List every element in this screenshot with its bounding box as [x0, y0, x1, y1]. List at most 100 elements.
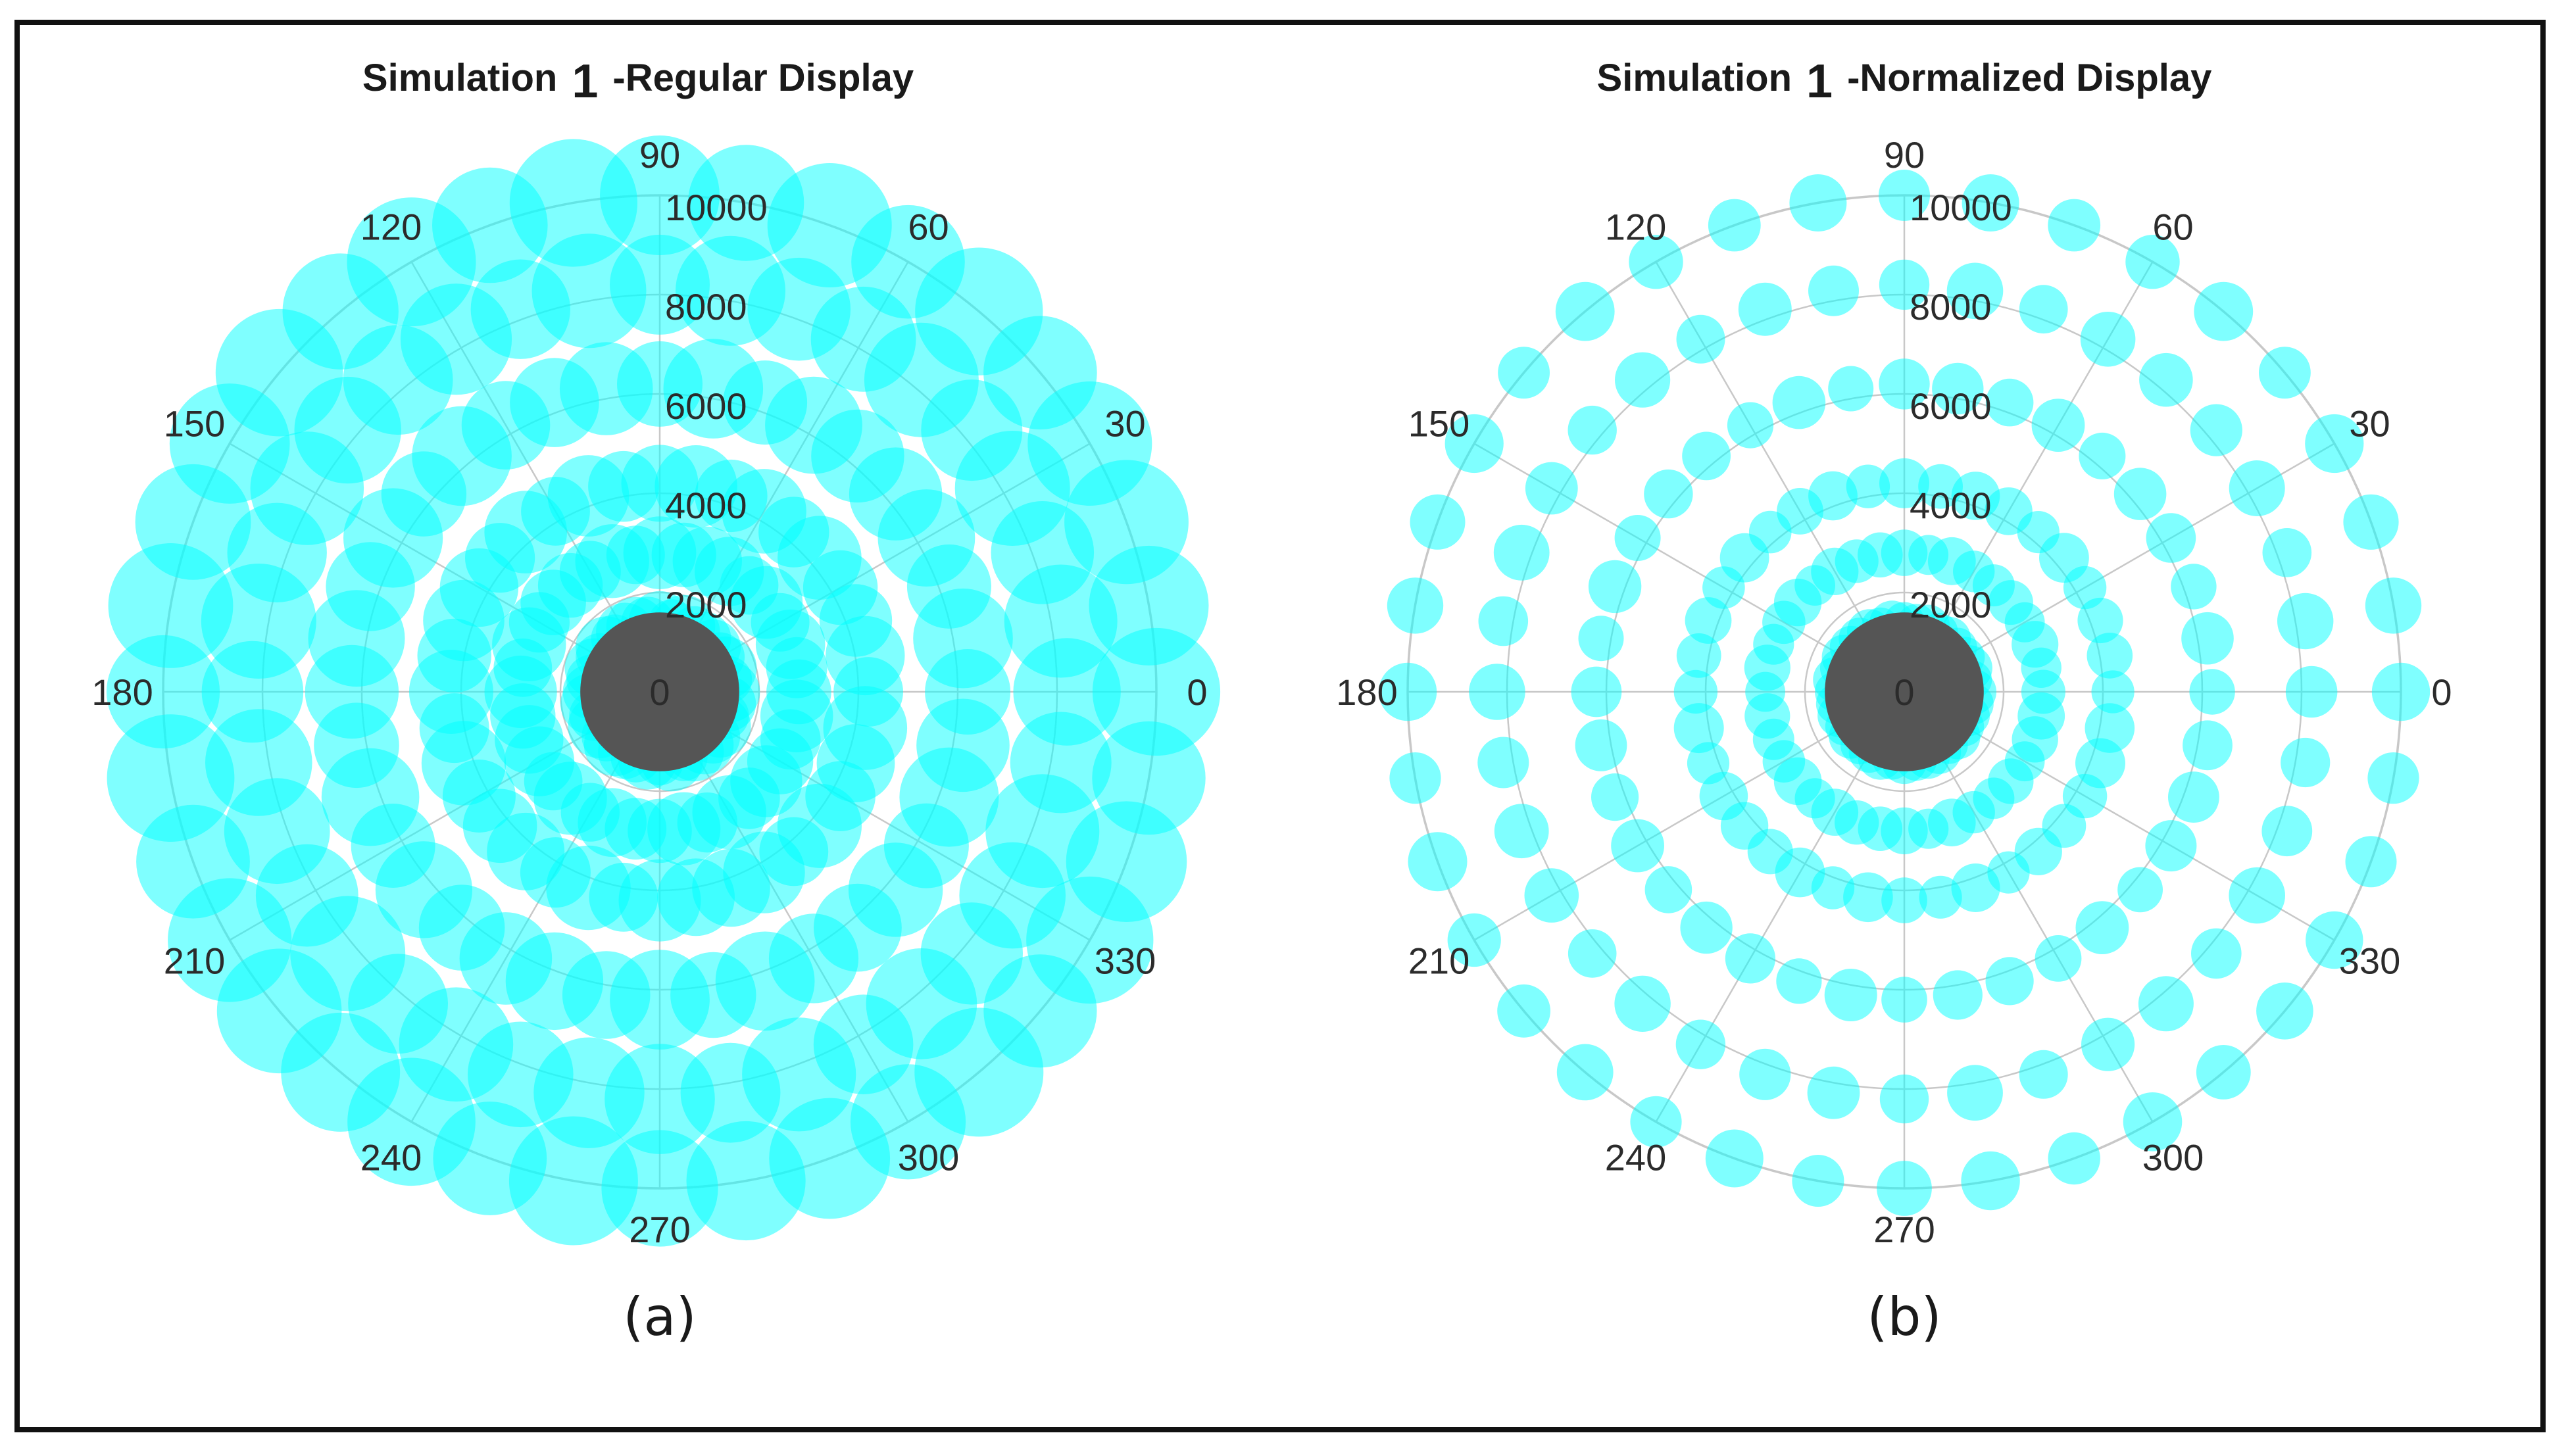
bubble-point [1961, 1151, 2020, 1211]
bubble-point [1933, 970, 1983, 1020]
bubble-point [2123, 1092, 2183, 1152]
bubble-point [1879, 259, 1930, 310]
bubble-point [1469, 664, 1525, 720]
angular-tick-label: 60 [908, 206, 949, 248]
bubble-point [1673, 669, 1718, 714]
bubble-point [1568, 929, 1617, 978]
bubble-point [1951, 472, 2000, 520]
chart-panel-regular: Simulation 1 -Regular Display 0 2000 4000 600… [0, 20, 1284, 1434]
bubble-point [2091, 670, 2135, 714]
bubble-point [1824, 969, 1877, 1021]
angular-tick-label: 30 [2349, 403, 2390, 445]
bubble-point [1881, 977, 1927, 1023]
bubble-point [2168, 771, 2219, 823]
bubble-point [1807, 1066, 1860, 1119]
bubble-point [2048, 199, 2101, 252]
bubble-point [2190, 404, 2242, 456]
bubble-point [1644, 866, 1692, 913]
bubble-point [1879, 170, 1930, 221]
axis-labels: 0 2000 4000 6000 8000 10000 0 30 60 90 120 150 180 21… [1336, 134, 2452, 1250]
angular-tick-label: 270 [1873, 1209, 1935, 1250]
bubble-point [1525, 462, 1578, 515]
radial-tick-label: 10000 [665, 187, 768, 228]
bubble-point [2259, 347, 2311, 399]
bubble-point [1614, 515, 1661, 561]
radial-tick-label: 8000 [665, 286, 747, 328]
bubble-point [1828, 366, 1874, 412]
angular-tick-label: 90 [639, 134, 680, 176]
bubble-point [1877, 1161, 1932, 1216]
bubble-point [1675, 1019, 1726, 1069]
bubble-point [1881, 877, 1927, 923]
bubble-point [1680, 901, 1733, 954]
bubble-point [2365, 577, 2422, 634]
bubble-point [2194, 281, 2254, 341]
bubble-point [2229, 460, 2285, 516]
chart-title: Simulation 1 -Normalized Display [1597, 55, 2212, 108]
radial-tick-label: 6000 [1910, 385, 1992, 427]
polar-chart-normalized: Simulation 1 -Normalized Display 0 2000 4000… [1336, 55, 2452, 1347]
radial-tick-label: 2000 [665, 584, 747, 625]
bubble-point [1644, 469, 1693, 519]
angular-tick-label: 330 [1095, 940, 1156, 982]
bubble-point [1738, 282, 1792, 336]
angular-tick-label: 150 [164, 403, 225, 445]
bubble-point [2171, 564, 2217, 610]
radial-tick-label: 4000 [1910, 485, 1992, 526]
bubble-point [2117, 867, 2163, 913]
bubble-point [2077, 597, 2123, 644]
polar-chart-regular: Simulation 1 -Regular Display 020004000600… [91, 55, 1221, 1347]
angular-tick-label: 120 [1605, 206, 1666, 248]
center-disk-group [1825, 612, 1984, 771]
bubble-point [2145, 820, 2197, 872]
bubble-point [2367, 752, 2419, 804]
bubble-point [2183, 720, 2233, 771]
bubble-point [2262, 528, 2312, 577]
bubble-point [1578, 616, 1624, 662]
bubble-point [1776, 958, 1822, 1004]
bubble-point [2125, 235, 2180, 289]
bubble-point [2191, 928, 2242, 979]
bubble-point [2075, 738, 2125, 789]
bubble-point [2139, 352, 2193, 407]
bubble-point [1497, 984, 1550, 1038]
chart-panel-normalized: Simulation 1 -Normalized Display 0 2000 4000… [1247, 20, 2531, 1434]
bubble-point [2081, 1017, 2135, 1071]
center-disk-group [580, 612, 739, 771]
bubble-point [1673, 703, 1724, 754]
angular-tick-label: 180 [1336, 671, 1397, 713]
bubble-point [2080, 312, 2136, 367]
bubble-point [1611, 819, 1664, 873]
radial-tick-label: 0 [1894, 671, 1914, 713]
bubble-point [1630, 1096, 1682, 1148]
bubble-point [2285, 666, 2338, 718]
bubble-point [1494, 804, 1549, 859]
angular-tick-label: 240 [360, 1137, 422, 1178]
chart-title: Simulation 1 -Regular Display [362, 55, 914, 108]
bubble-point [1739, 1048, 1791, 1100]
bubble-point [2371, 662, 2431, 721]
bubble-point [1879, 358, 1930, 410]
bubble-point [1066, 801, 1187, 922]
bubble-point [1555, 281, 1615, 341]
angular-tick-label: 210 [1408, 940, 1469, 982]
angular-tick-label: 60 [2152, 206, 2193, 248]
figure-frame [14, 20, 2546, 1432]
bubble-point [816, 724, 895, 802]
bubble-point [2305, 414, 2364, 473]
radial-tick-label: 6000 [665, 385, 747, 427]
bubble-point [2345, 836, 2397, 888]
bubble-point [1676, 314, 1725, 364]
bubble-point [2146, 513, 2196, 563]
bubble-point [1493, 524, 1550, 581]
bubble-point [1615, 352, 1671, 408]
bubble-point [2113, 468, 2167, 520]
angular-tick-label: 150 [1408, 403, 1469, 445]
bubble-point [1378, 662, 1437, 721]
radial-tick-label: 8000 [1910, 286, 1992, 328]
figure-caption: (a) [623, 1286, 696, 1347]
angular-tick-label: 120 [360, 206, 422, 248]
bubble-point [1879, 458, 1929, 508]
bubble-point [2138, 976, 2194, 1032]
bubble-point [1575, 719, 1627, 771]
